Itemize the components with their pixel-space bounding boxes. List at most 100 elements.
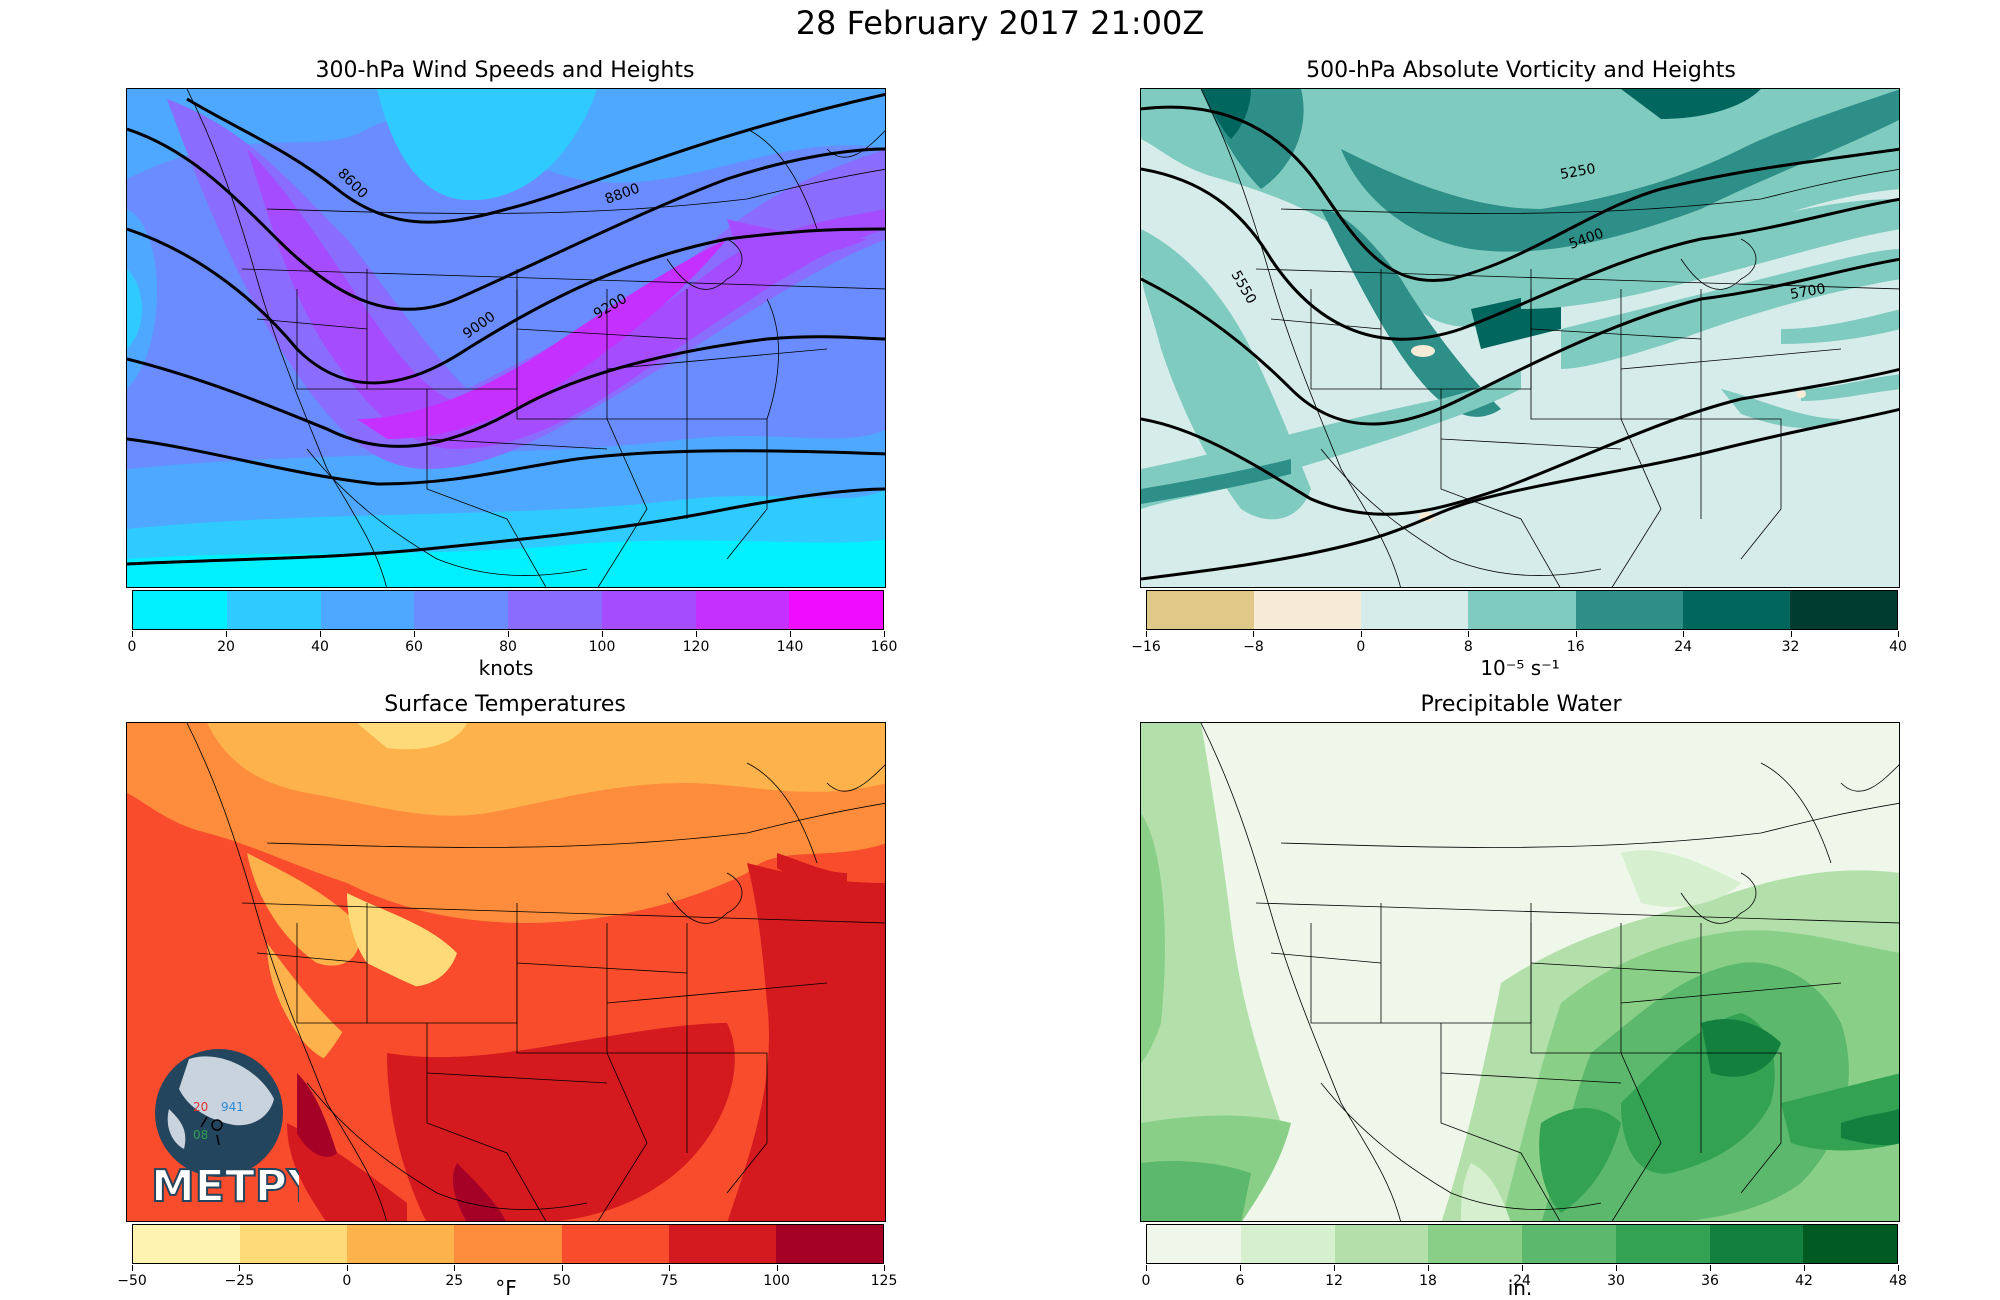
colorbar-segment (1789, 591, 1897, 629)
figure-title: 28 February 2017 21:00Z (795, 4, 1205, 42)
colorbar-tick (132, 631, 133, 637)
colorbar-segment (1240, 1225, 1335, 1263)
colorbar-tick (1146, 631, 1147, 637)
colorbar-tick (454, 1265, 456, 1271)
colorbar-tick-label: 12 (1325, 1273, 1343, 1289)
colorbar-temperature-label: °F (495, 1276, 517, 1300)
colorbar-tick-label: 20 (217, 639, 235, 655)
colorbar-segment (133, 1225, 241, 1263)
colorbar-segment (1682, 591, 1790, 629)
map-vorticity: 5250 5400 5550 5700 (1140, 88, 1900, 588)
panel-title-precip-water: Precipitable Water (1420, 692, 1622, 717)
panel-title-vorticity: 500-hPa Absolute Vorticity and Heights (1306, 58, 1736, 83)
contour-label: 5250 (1559, 161, 1597, 183)
colorbar-segment (1709, 1225, 1804, 1263)
colorbar-vorticity-ticks: −16 −8 0 8 16 24 32 40 (1131, 631, 1907, 655)
colorbar-tick-label: 30 (1607, 1273, 1625, 1289)
colorbar-vorticity (1146, 590, 1898, 630)
colorbar-segment (1361, 591, 1469, 629)
colorbar-tick (1428, 1265, 1429, 1271)
colorbar-tick-label: −50 (117, 1273, 147, 1289)
colorbar-precip-water-label: in. (1507, 1276, 1533, 1300)
colorbar-tick (669, 1265, 671, 1271)
colorbar-tick (561, 1265, 563, 1271)
colorbar-wind-label: knots (478, 656, 534, 680)
colorbar-segment (1147, 1225, 1241, 1263)
colorbar-tick-label: 36 (1701, 1273, 1719, 1289)
colorbar-tick (414, 631, 415, 637)
colorbar-tick (1522, 1265, 1523, 1271)
colorbar-tick-label: 48 (1889, 1273, 1907, 1289)
colorbar-tick-label: 0 (342, 1273, 352, 1289)
colorbar-tick-label: 140 (776, 639, 804, 655)
colorbar-tick-label: 6 (1235, 1273, 1245, 1289)
colorbar-tick-label: 100 (588, 639, 616, 655)
colorbar-tick-label: 125 (870, 1273, 898, 1289)
colorbar-tick (1710, 1265, 1711, 1271)
colorbar-vorticity-label: 10⁻⁵ s⁻¹ (1480, 656, 1560, 680)
colorbar-tick (1898, 631, 1899, 637)
colorbar-tick-label: 80 (499, 639, 517, 655)
colorbar-tick-label: 8 (1463, 639, 1473, 655)
colorbar-tick-label: 0 (1356, 639, 1366, 655)
colorbar-segment (775, 1225, 883, 1263)
colorbar-tick-label: 0 (1141, 1273, 1151, 1289)
colorbar-tick-label: 120 (682, 639, 710, 655)
colorbar-tick (790, 631, 791, 637)
colorbar-tick (508, 631, 509, 637)
colorbar-wind (132, 590, 884, 630)
colorbar-tick-label: 40 (311, 639, 329, 655)
colorbar-tick (884, 1265, 885, 1271)
colorbar-segment (789, 591, 883, 629)
colorbar-temperature (132, 1224, 884, 1264)
colorbar-tick (132, 1265, 133, 1271)
colorbar-tick-label: 32 (1781, 639, 1800, 655)
colorbar-segment (1428, 1225, 1522, 1263)
colorbar-segment (561, 1225, 669, 1263)
colorbar-tick-label: 16 (1566, 639, 1585, 655)
map-precipitable-water (1140, 722, 1900, 1222)
colorbar-tick (696, 631, 697, 637)
colorbar-tick (1683, 631, 1685, 637)
colorbar-segment (133, 591, 227, 629)
metpy-logo: 20 941 08 METPY (149, 1049, 299, 1209)
colorbar-tick (1616, 1265, 1617, 1271)
colorbar-tick-label: 160 (870, 639, 898, 655)
colorbar-tick (1253, 631, 1255, 637)
colorbar-tick (239, 1265, 241, 1271)
colorbar-tick-label: 50 (552, 1273, 571, 1289)
logo-temp-value: 20 (193, 1100, 208, 1114)
colorbar-tick-label: 40 (1889, 639, 1907, 655)
colorbar-tick-label: 25 (445, 1273, 464, 1289)
colorbar-tick-label: 100 (763, 1273, 790, 1289)
colorbar-segment (668, 1225, 776, 1263)
colorbar-segment (1334, 1225, 1429, 1263)
colorbar-segment (347, 1225, 455, 1263)
colorbar-tick-label: 42 (1795, 1273, 1813, 1289)
logo-dewpoint-value: 08 (193, 1128, 208, 1142)
colorbar-tick-label: 60 (405, 639, 423, 655)
colorbar-segment (601, 591, 696, 629)
colorbar-segment (320, 591, 415, 629)
colorbar-segment (1615, 1225, 1710, 1263)
colorbar-precip-water (1146, 1224, 1898, 1264)
colorbar-segment (1575, 591, 1683, 629)
colorbar-precip-water-ticks: 0 6 12 18 24 30 36 42 48 (1142, 1265, 1907, 1289)
colorbar-tick (346, 1265, 348, 1271)
colorbar-tick (602, 631, 603, 637)
colorbar-wind-ticks: 0 20 40 60 80 100 120 140 160 (128, 631, 897, 655)
colorbar-segment (414, 591, 508, 629)
colorbar-tick (226, 631, 227, 637)
logo-pressure-value: 941 (221, 1100, 244, 1114)
colorbar-segment (1147, 591, 1255, 629)
colorbar-tick-label: 24 (1513, 1273, 1531, 1289)
logo-text: METPY (151, 1161, 299, 1209)
panel-title-wind: 300-hPa Wind Speeds and Heights (315, 58, 695, 83)
colorbar-tick (884, 631, 885, 637)
panel-title-temperature: Surface Temperatures (384, 692, 626, 717)
colorbar-segment (226, 591, 321, 629)
map-wind-speed: 8600 8800 9000 9200 (126, 88, 886, 588)
colorbar-tick (1146, 1265, 1147, 1271)
colorbar-segment (695, 591, 790, 629)
colorbar-segment (508, 591, 602, 629)
